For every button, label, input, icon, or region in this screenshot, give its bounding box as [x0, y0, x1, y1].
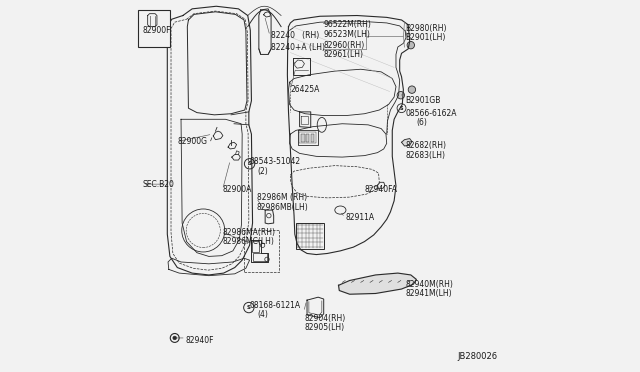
Text: JB280026: JB280026	[458, 352, 498, 361]
Polygon shape	[401, 138, 412, 146]
Text: 82941M(LH): 82941M(LH)	[405, 289, 452, 298]
Circle shape	[173, 336, 177, 340]
Text: S: S	[247, 305, 251, 310]
Text: (6): (6)	[417, 119, 428, 128]
Text: 82960(RH): 82960(RH)	[324, 41, 365, 50]
Text: (2): (2)	[258, 167, 269, 176]
Text: 82986M (RH): 82986M (RH)	[257, 193, 307, 202]
Text: B2901GB: B2901GB	[405, 96, 440, 105]
Text: 82961(LH): 82961(LH)	[324, 50, 364, 59]
Polygon shape	[339, 273, 417, 294]
Text: 82940M(RH): 82940M(RH)	[405, 280, 453, 289]
Text: 82682(RH): 82682(RH)	[405, 141, 446, 151]
Text: 82986MC(LH): 82986MC(LH)	[223, 237, 275, 246]
Text: 96522M(RH): 96522M(RH)	[324, 20, 372, 29]
Text: SEC.B20: SEC.B20	[143, 180, 175, 189]
Bar	[138, 10, 170, 47]
Bar	[252, 241, 259, 252]
Text: 82683(LH): 82683(LH)	[405, 151, 445, 160]
Text: 82940FA: 82940FA	[364, 185, 397, 194]
Bar	[306, 134, 309, 142]
Text: 82900G: 82900G	[177, 137, 207, 146]
Text: B2980(RH): B2980(RH)	[405, 24, 447, 33]
Text: 82900A: 82900A	[223, 185, 252, 194]
Text: 08566-6162A: 08566-6162A	[405, 109, 457, 118]
Text: 82940F: 82940F	[186, 336, 214, 346]
Text: 82240   (RH): 82240 (RH)	[271, 31, 319, 41]
Text: 08543-51042: 08543-51042	[250, 157, 301, 166]
Text: 82911A: 82911A	[346, 213, 375, 222]
Text: 82986MB(LH): 82986MB(LH)	[257, 203, 308, 212]
Text: 82905(LH): 82905(LH)	[305, 323, 344, 332]
Text: 96523M(LH): 96523M(LH)	[324, 29, 371, 39]
Bar	[301, 134, 305, 142]
Bar	[296, 223, 324, 249]
Circle shape	[407, 41, 415, 49]
Text: B2901(LH): B2901(LH)	[405, 33, 445, 42]
Bar	[253, 253, 267, 261]
Circle shape	[408, 86, 415, 93]
Text: 82900F: 82900F	[142, 26, 171, 35]
Text: 82904(RH): 82904(RH)	[305, 314, 346, 323]
Text: (4): (4)	[258, 310, 269, 319]
Text: 82240+A (LH): 82240+A (LH)	[271, 42, 325, 51]
Text: 26425A: 26425A	[291, 85, 320, 94]
Text: S: S	[400, 106, 403, 111]
Text: 08168-6121A: 08168-6121A	[250, 301, 301, 310]
Circle shape	[397, 92, 404, 99]
Text: 82986MA(RH): 82986MA(RH)	[223, 228, 276, 237]
Text: S: S	[248, 161, 252, 166]
Bar	[311, 134, 314, 142]
